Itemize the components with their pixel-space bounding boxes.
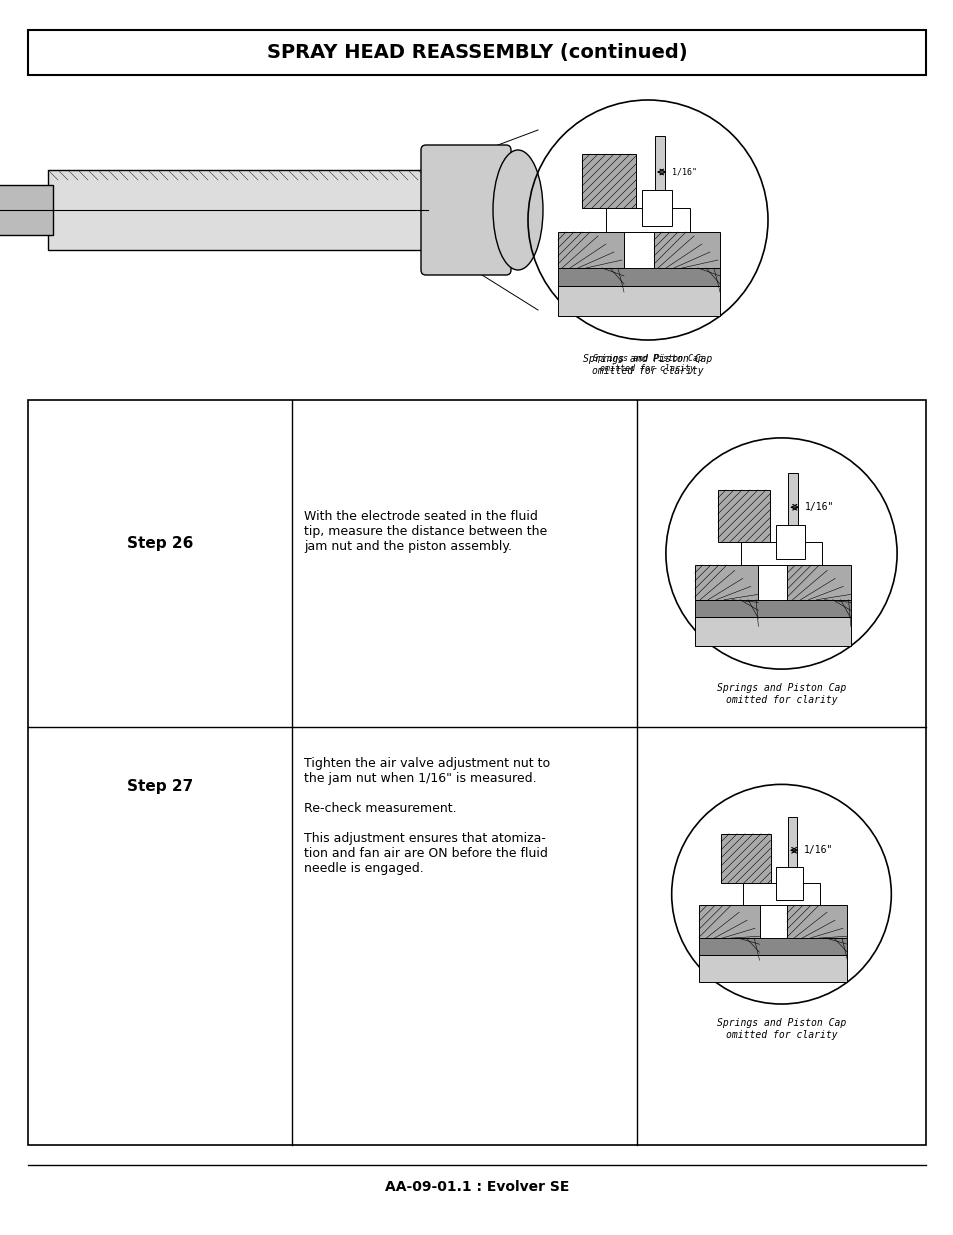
Circle shape [665,438,896,669]
Circle shape [527,100,767,340]
Bar [787,818,796,883]
Bar [694,566,758,600]
Bar [742,883,819,905]
Bar [699,939,846,955]
Bar [694,600,850,618]
FancyBboxPatch shape [48,170,428,249]
Bar [699,905,759,939]
Bar [581,154,636,207]
Bar [775,867,802,899]
Bar [699,955,846,982]
Bar [786,905,846,939]
Text: 1/16": 1/16" [803,503,833,513]
Text: Springs and Piston Cap
omitted for clarity: Springs and Piston Cap omitted for clari… [716,1018,845,1040]
Text: Tighten the air valve adjustment nut to
the jam nut when 1/16" is measured.

Re-: Tighten the air valve adjustment nut to … [304,757,550,876]
Bar [786,566,850,600]
Text: With the electrode seated in the fluid
tip, measure the distance between the
jam: With the electrode seated in the fluid t… [304,510,547,553]
Text: Springs and Piston Cap
omitted for clarity: Springs and Piston Cap omitted for clari… [593,354,702,373]
Bar [718,490,769,542]
FancyBboxPatch shape [420,144,511,275]
Bar [558,268,720,287]
Bar [558,287,720,316]
Text: AA-09-01.1 : Evolver SE: AA-09-01.1 : Evolver SE [384,1179,569,1194]
Bar [558,232,623,268]
Text: Springs and Piston Cap
omitted for clarity: Springs and Piston Cap omitted for clari… [583,354,712,375]
Text: 1/16": 1/16" [671,168,697,177]
FancyBboxPatch shape [0,185,53,235]
Circle shape [671,784,890,1004]
Text: Step 27: Step 27 [127,779,193,794]
Bar [605,207,689,232]
Bar [740,542,821,566]
Text: SPRAY HEAD REASSEMBLY (continued): SPRAY HEAD REASSEMBLY (continued) [267,43,686,62]
Bar [787,473,797,542]
FancyBboxPatch shape [28,400,925,1145]
Ellipse shape [493,149,542,270]
FancyBboxPatch shape [28,30,925,75]
Bar [654,232,720,268]
Bar [694,618,850,646]
Text: Step 26: Step 26 [127,536,193,551]
Bar [775,525,803,559]
Text: Springs and Piston Cap
omitted for clarity: Springs and Piston Cap omitted for clari… [716,683,845,705]
Text: 1/16": 1/16" [802,845,832,856]
Bar [655,136,664,207]
Bar [720,834,770,883]
Bar [641,190,671,226]
